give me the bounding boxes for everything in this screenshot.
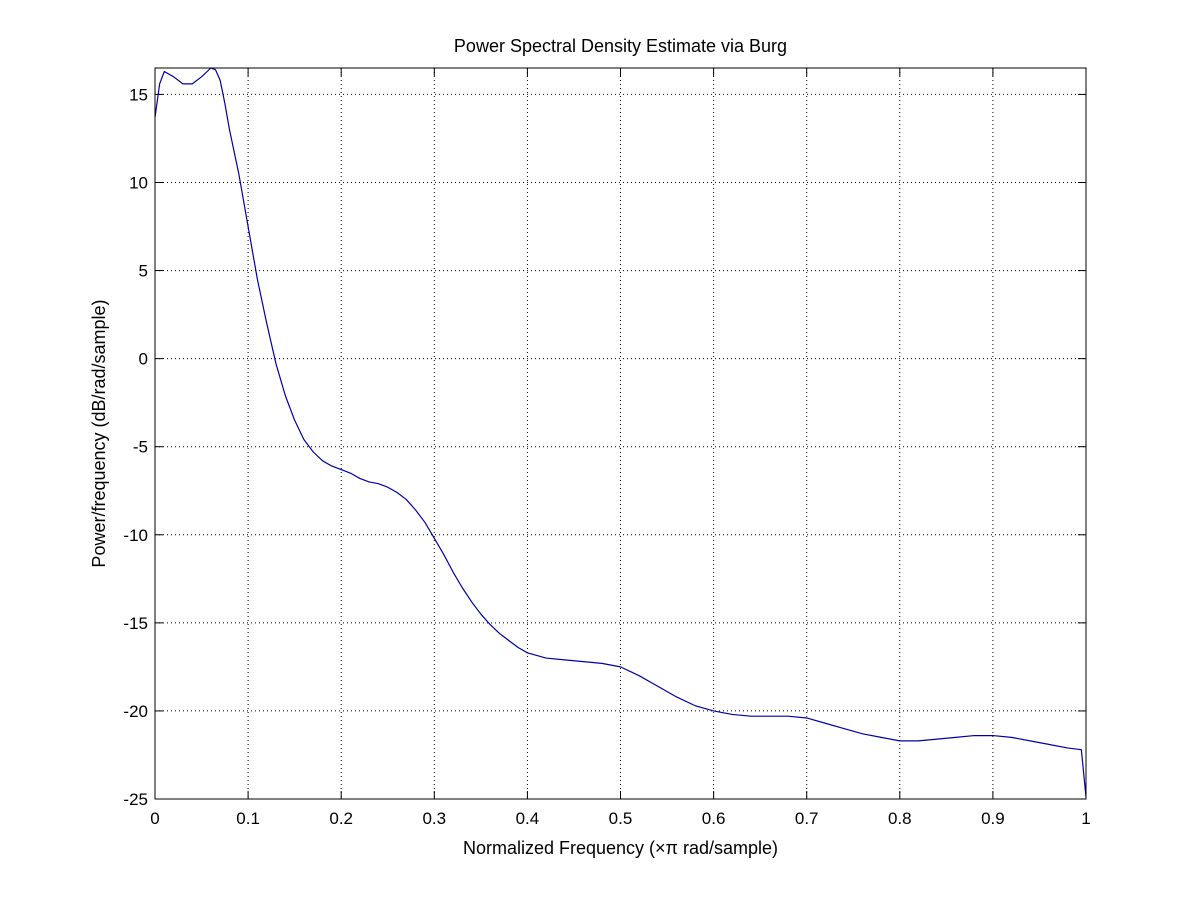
psd-series-line (154, 67, 1087, 798)
x-tick-label: 0.7 (795, 809, 819, 828)
x-tick-label: 0.9 (981, 809, 1005, 828)
x-tick-label: 0.4 (516, 809, 540, 828)
axes-box (154, 67, 1087, 800)
y-tick-label: -10 (123, 526, 148, 545)
y-tick-label: -20 (123, 702, 148, 721)
y-tick-label: 5 (139, 262, 148, 281)
plot-area (155, 68, 1086, 799)
x-tick-label: 0.6 (702, 809, 726, 828)
y-tick-label: -15 (123, 614, 148, 633)
data-layer (154, 67, 1087, 798)
y-tick-label: 15 (129, 85, 148, 104)
tick-labels: 0 0.1 0.2 0.3 0.4 0.5 0.6 0.7 0.8 0.9 1 -25 -20 -15 -1… (123, 85, 1090, 828)
y-tick-label: 10 (129, 173, 148, 192)
x-tick-label: 0.1 (236, 809, 260, 828)
x-tick-label: 1 (1081, 809, 1090, 828)
y-tick-label: 0 (139, 350, 148, 369)
x-tick-label: 0.3 (422, 809, 446, 828)
x-tick-label: 0.2 (329, 809, 353, 828)
chart-title: Power Spectral Density Estimate via Burg (454, 36, 787, 56)
y-axis-label: Power/frequency (dB/rad/sample) (89, 299, 109, 567)
y-tick-label: -25 (123, 790, 148, 809)
x-tick-label: 0.5 (609, 809, 633, 828)
x-axis-label: Normalized Frequency (×π rad/sample) (463, 838, 778, 858)
x-tick-label: 0.8 (888, 809, 912, 828)
x-tick-label: 0 (150, 809, 159, 828)
y-tick-label: -5 (133, 438, 148, 457)
